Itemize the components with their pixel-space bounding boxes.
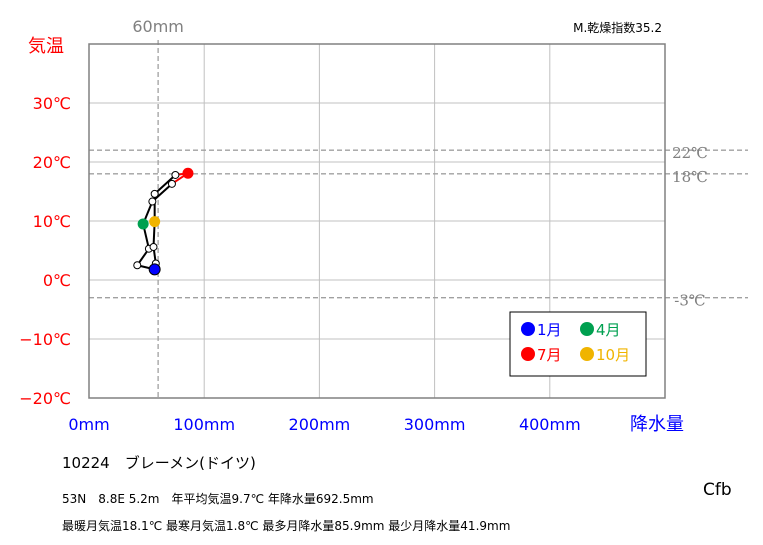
month-point <box>148 197 157 206</box>
legend-label: 4月 <box>596 321 621 339</box>
climate-class: Cfb <box>703 480 732 500</box>
station-summary-line-1: 53N 8.8E 5.2m 年平均気温9.7℃ 年降水量692.5mm <box>62 492 374 506</box>
station-name: 10224 ブレーメン(ドイツ) <box>62 454 256 472</box>
y-tick-label: 10℃ <box>33 212 71 231</box>
reference-label-horizontal: 18℃ <box>672 168 708 186</box>
x-axis-label: 降水量 <box>630 414 684 435</box>
month-point <box>150 189 159 198</box>
month-point <box>149 242 158 251</box>
month-point-highlight <box>148 263 161 276</box>
legend-marker <box>521 347 535 361</box>
legend-label: 10月 <box>596 346 630 364</box>
x-tick-label: 300mm <box>404 415 466 434</box>
plot-frame <box>88 43 666 399</box>
y-axis-label: 気温 <box>28 36 64 57</box>
y-tick-label: 20℃ <box>33 153 71 172</box>
dryness-index-label: M.乾燥指数35.2 <box>573 20 662 35</box>
legend: 1月 4月 7月 10月 <box>509 311 647 377</box>
curve-segment <box>153 174 177 195</box>
x-tick-label: 0mm <box>68 415 109 434</box>
reference-label-vertical: 60mm <box>132 17 184 36</box>
month-point <box>171 170 180 179</box>
reference-lines: 60mm 22℃ 18℃ -3℃ <box>89 17 748 398</box>
y-tick-labels: −20℃ −10℃ 0℃ 10℃ 20℃ 30℃ <box>19 94 71 408</box>
station-summary-line-2: 最暖月気温18.1℃ 最寒月気温1.8℃ 最多月降水量85.9mm 最少月降水量… <box>62 519 511 533</box>
legend-marker <box>521 322 535 336</box>
month-point-highlight <box>137 218 149 230</box>
reference-label-horizontal: 22℃ <box>672 144 708 162</box>
y-tick-label: −10℃ <box>19 330 71 349</box>
climate-curve <box>133 167 194 276</box>
reference-label-horizontal: -3℃ <box>674 292 705 310</box>
month-point <box>167 179 176 188</box>
x-tick-label: 200mm <box>289 415 351 434</box>
y-tick-label: −20℃ <box>19 389 71 408</box>
x-tick-label: 100mm <box>173 415 235 434</box>
legend-label: 7月 <box>537 346 562 364</box>
x-tick-labels: 0mm 100mm 200mm 300mm 400mm <box>68 415 580 434</box>
grid <box>89 44 665 398</box>
y-tick-label: 30℃ <box>33 94 71 113</box>
month-point-highlight <box>182 167 194 179</box>
legend-marker <box>580 347 594 361</box>
x-tick-label: 400mm <box>519 415 581 434</box>
month-point-highlight <box>149 216 161 228</box>
legend-marker <box>580 322 594 336</box>
legend-box <box>509 311 647 377</box>
legend-label: 1月 <box>537 321 562 339</box>
month-point <box>133 261 142 270</box>
y-tick-label: 0℃ <box>43 271 71 290</box>
